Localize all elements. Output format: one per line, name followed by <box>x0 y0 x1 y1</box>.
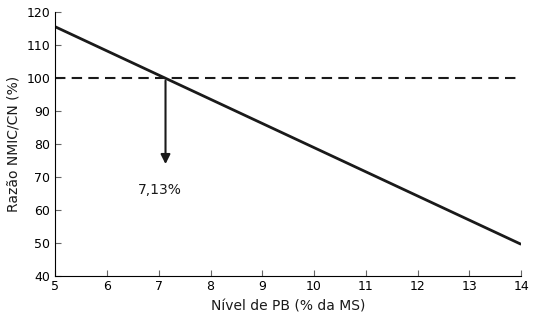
Text: 7,13%: 7,13% <box>138 183 182 197</box>
Y-axis label: Razão NMIC/CN (%): Razão NMIC/CN (%) <box>7 76 21 212</box>
X-axis label: Nível de PB (% da MS): Nível de PB (% da MS) <box>211 299 366 313</box>
